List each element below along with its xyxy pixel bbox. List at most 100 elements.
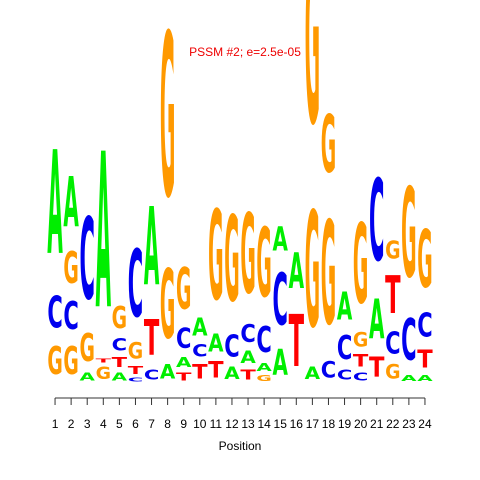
logo-letter-t-pos16-1: T (289, 301, 304, 383)
logo-letter-c-pos19-1: C (337, 368, 352, 383)
logo-letter-t-pos22-3: T (385, 266, 401, 326)
logo-letter-g-pos17-3: G (305, 0, 320, 178)
logo-letter-a-pos5-1: A (112, 370, 128, 383)
logo-letter-a-pos21-2: A (369, 287, 385, 351)
logo-letter-g-pos18-3: G (321, 98, 336, 192)
x-tick-label-2: 2 (68, 417, 75, 431)
logo-letter-a-pos23-1: A (401, 373, 417, 383)
logo-letter-t-pos24-2: T (417, 345, 432, 374)
x-tick-label-9: 9 (180, 417, 187, 431)
x-tick-label-8: 8 (164, 417, 171, 431)
logo-letter-g-pos14-1: G (256, 374, 271, 383)
logo-letter-t-pos5-2: T (112, 355, 128, 370)
x-tick-label-3: 3 (84, 417, 91, 431)
logo-letter-a-pos12-1: A (224, 365, 240, 384)
logo-letter-a-pos14-2: A (256, 361, 272, 374)
x-tick-label-5: 5 (116, 417, 123, 431)
logo-letter-t-pos20-2: T (353, 351, 369, 370)
logo-letter-g-pos23-3: G (401, 162, 416, 306)
logo-letter-a-pos3-1: A (79, 370, 95, 383)
logo-letter-c-pos6-4: C (128, 229, 143, 338)
x-tick-label-16: 16 (290, 417, 304, 431)
logo-letter-g-pos8-2: G (160, 250, 175, 361)
logo-letter-g-pos1-1: G (47, 340, 62, 384)
x-tick-label-11: 11 (210, 417, 223, 431)
logo-letter-c-pos19-2: C (337, 329, 352, 367)
logo-letter-c-pos7-1: C (144, 368, 159, 383)
x-tick-label-14: 14 (257, 417, 271, 431)
x-tick-label-18: 18 (322, 417, 336, 431)
logo-letter-c-pos2-2: C (63, 294, 78, 339)
logo-letter-t-pos10-1: T (192, 361, 208, 383)
x-tick-label-7: 7 (148, 417, 155, 431)
logo-letter-g-pos5-4: G (112, 300, 127, 335)
logo-letter-c-pos3-3: C (79, 196, 94, 327)
logo-letter-c-pos6-1: C (128, 377, 143, 383)
logo-letter-a-pos1-3: A (47, 121, 63, 286)
logo-letter-g-pos6-3: G (128, 338, 143, 364)
logo-letter-c-pos5-3: C (112, 335, 127, 354)
logo-letter-c-pos24-3: C (417, 307, 432, 345)
logo-letter-t-pos9-1: T (176, 371, 193, 383)
logo-letter-a-pos8-1: A (160, 361, 176, 384)
logo-letter-g-pos3-2: G (79, 327, 94, 371)
logo-letter-g-pos20-4: G (353, 201, 368, 329)
x-axis-ticks: 1 2 3 4 5 6 7 8 9 10 11 12 13 14 15 16 17 18 19 20 21 22 23 24 (52, 398, 432, 431)
logo-letter-g-pos24-4: G (417, 213, 432, 307)
logo-letter-g-pos20-3: G (353, 329, 368, 351)
logo-letter-g-pos14-4: G (256, 209, 271, 320)
logo-letter-g-pos8-3: G (160, 0, 175, 248)
x-tick-label-12: 12 (225, 417, 239, 431)
x-tick-label-6: 6 (132, 417, 139, 431)
logo-letter-a-pos11-2: A (208, 330, 224, 359)
logo-letter-c-pos14-3: C (256, 319, 271, 360)
logo-letter-t-pos11-1: T (208, 358, 224, 384)
x-tick-label-10: 10 (193, 417, 207, 431)
logo-letter-a-pos24-1: A (417, 373, 433, 383)
logo-letter-g-pos4-1: G (96, 365, 111, 384)
logo-letter-c-pos15-2: C (272, 259, 287, 342)
logo-letter-a-pos4-3: A (96, 108, 111, 357)
logo-letter-a-pos16-2: A (289, 242, 304, 300)
logo-letter-c-pos10-2: C (192, 342, 207, 361)
x-tick-label-4: 4 (100, 417, 107, 431)
x-tick-label-23: 23 (402, 417, 416, 431)
logo-letter-c-pos12-2: C (224, 330, 239, 365)
x-axis: 1 2 3 4 5 6 7 8 9 10 11 12 13 14 15 16 17 18 19 20 21 22 23 24 (52, 397, 432, 431)
logo-letter-g-pos2-3: G (63, 243, 78, 294)
logo-letter-g-pos22-1: G (385, 361, 400, 383)
logo-letter-g-pos11-3: G (208, 184, 223, 328)
logo-letter-a-pos13-2: A (240, 349, 256, 368)
logo-letter-a-pos10-3: A (192, 314, 208, 343)
x-axis-label: Position (219, 439, 262, 453)
logo-letter-a-pos15-1: A (272, 341, 288, 383)
logo-letter-g-pos17-2: G (305, 178, 320, 363)
logo-letter-c-pos9-3: C (176, 322, 191, 355)
logo-letter-c-pos20-1: C (353, 370, 368, 383)
logo-letter-c-pos18-1: C (321, 358, 336, 383)
logo-letter-g-pos22-4: G (385, 237, 400, 265)
logo-letter-a-pos17-1: A (305, 365, 321, 384)
logo-letter-t-pos6-2: T (128, 365, 145, 377)
x-tick-label-24: 24 (418, 417, 432, 431)
logo-letter-a-pos15-3: A (272, 221, 287, 258)
x-tick-label-20: 20 (354, 417, 368, 431)
logo-letter-t-pos4-2: T (96, 358, 112, 364)
logo-letter-c-pos13-3: C (240, 320, 255, 348)
letter-stacks: GCAGCGAAGCGTAATCGCTGCCTAAGGTACGTCATAGACG… (47, 0, 433, 384)
x-tick-label-15: 15 (274, 417, 288, 431)
logo-letter-g-pos18-2: G (321, 191, 336, 356)
logo-letter-a-pos19-3: A (337, 286, 353, 330)
logo-letter-t-pos7-2: T (144, 310, 159, 368)
x-tick-label-21: 21 (370, 417, 384, 431)
logo-letter-c-pos1-2: C (47, 288, 62, 339)
x-tick-label-13: 13 (241, 417, 255, 431)
logo-letter-a-pos9-2: A (176, 355, 192, 371)
logo-letter-c-pos23-2: C (401, 308, 416, 374)
logo-letter-g-pos2-1: G (63, 340, 78, 384)
logo-letter-a-pos7-3: A (144, 186, 159, 310)
x-tick-label-17: 17 (306, 417, 320, 431)
logo-letter-c-pos22-2: C (385, 327, 400, 362)
logo-letter-t-pos13-1: T (240, 368, 256, 383)
x-tick-label-19: 19 (338, 417, 352, 431)
